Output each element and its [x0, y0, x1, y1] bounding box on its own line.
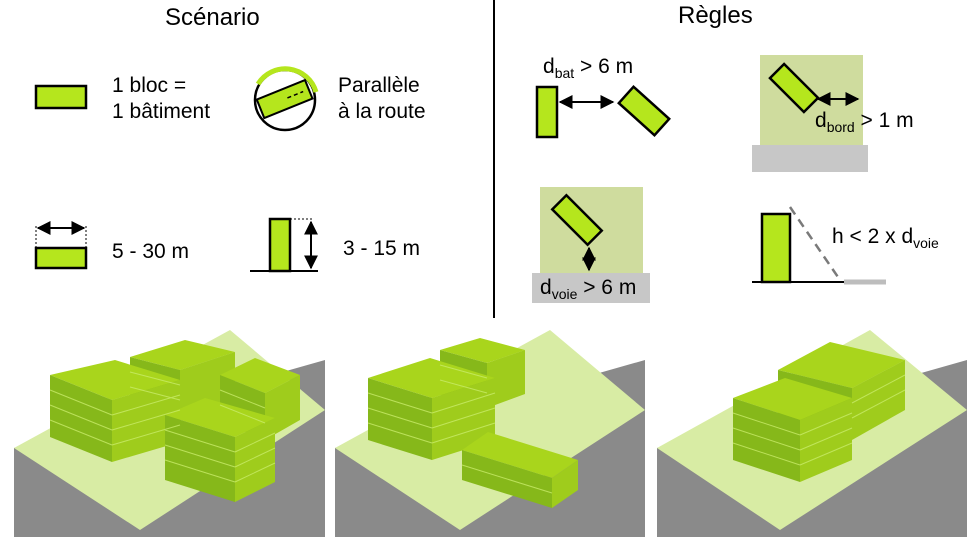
height-range-label: 3 - 15 m	[343, 237, 421, 260]
block-label-line1: 1 bloc =	[112, 74, 187, 97]
dvoie-suffix: > 6 m	[577, 276, 637, 299]
height-dimension-icon	[250, 217, 318, 273]
dbat-prefix: d	[543, 55, 555, 78]
dbord-suffix: > 1 m	[854, 109, 914, 132]
parallel-road-icon	[253, 66, 319, 132]
hrule-subscript: voie	[913, 235, 939, 251]
parallel-label-line1: Parallèle	[338, 74, 420, 97]
render-scenario-1	[14, 330, 325, 537]
height-rule-icon	[752, 206, 886, 285]
render-scenario-2	[335, 330, 645, 537]
dvoie-prefix: d	[540, 276, 552, 299]
border-distance-rule-icon	[752, 55, 868, 172]
border-distance-label: dbord > 1 m	[815, 109, 914, 134]
dbat-subscript: bat	[554, 65, 575, 81]
building-distance-label: dbat > 6 m	[543, 55, 634, 80]
block-icon	[34, 84, 88, 110]
scenario-title: Scénario	[165, 4, 260, 31]
dbord-subscript: bord	[826, 119, 855, 135]
dbat-suffix: > 6 m	[574, 55, 634, 78]
parallel-label: Parallèle à la route	[338, 73, 426, 125]
road-distance-label: dvoie > 6 m	[540, 276, 637, 301]
dvoie-subscript: voie	[551, 286, 578, 302]
building-distance-rule-icon	[535, 85, 671, 139]
block-label-line2: 1 bâtiment	[112, 100, 211, 123]
hrule-prefix: h < 2 x d	[832, 225, 914, 248]
width-range-label: 5 - 30 m	[112, 240, 190, 263]
height-rule-label: h < 2 x dvoie	[832, 225, 939, 250]
dbord-prefix: d	[815, 109, 827, 132]
width-dimension-icon	[34, 221, 88, 270]
parallel-label-line2: à la route	[338, 100, 426, 123]
rules-title: Règles	[678, 2, 753, 29]
render-scenario-3	[657, 330, 967, 537]
block-label: 1 bloc = 1 bâtiment	[112, 73, 210, 125]
road-distance-rule-icon	[532, 187, 650, 303]
